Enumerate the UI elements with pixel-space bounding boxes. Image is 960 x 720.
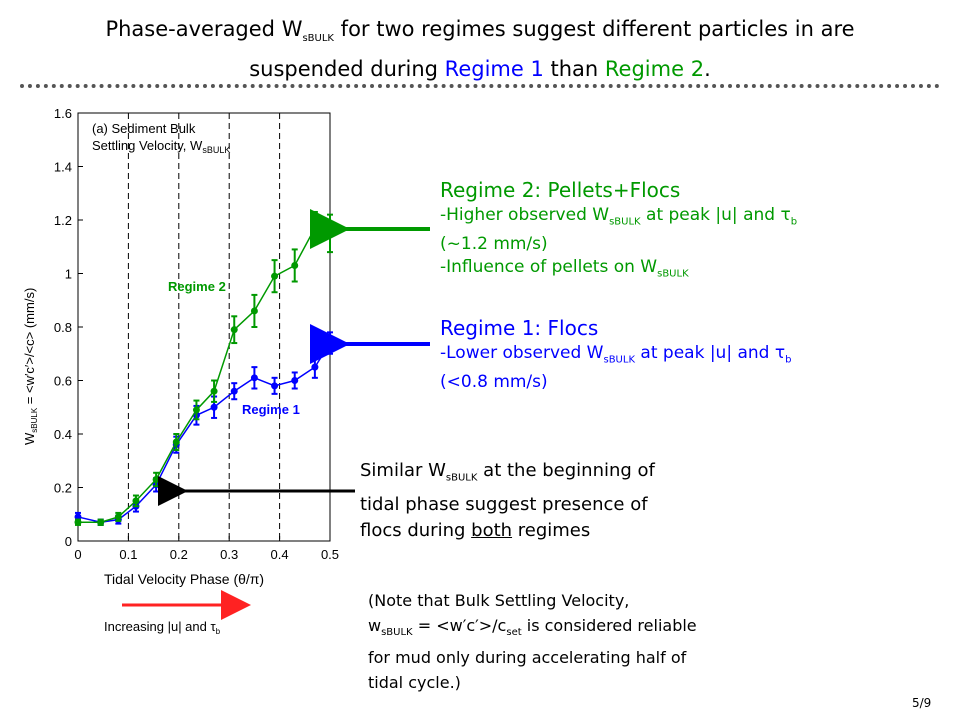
y-tick-label: 0.8 bbox=[54, 320, 72, 335]
regime2-point bbox=[152, 475, 160, 483]
regime2-annotation: Regime 2: Pellets+Flocs -Higher observed… bbox=[440, 176, 797, 286]
title-line-2: suspended during Regime 1 than Regime 2. bbox=[249, 57, 711, 82]
similar-line-3: flocs during both regimes bbox=[360, 519, 591, 541]
regime2-series-line bbox=[78, 227, 331, 524]
note-line-1: (Note that Bulk Settling Velocity, bbox=[368, 591, 630, 610]
x-tick-label: 0.2 bbox=[170, 547, 188, 562]
regime1-point bbox=[230, 387, 238, 395]
note-line-3: for mud only during accelerating half of bbox=[368, 648, 687, 668]
y-tick-label: 0.4 bbox=[54, 427, 72, 442]
x-axis-label: Tidal Velocity Phase (θ/π) bbox=[104, 571, 264, 587]
regime1-point bbox=[271, 382, 279, 390]
regime2-point bbox=[172, 438, 180, 446]
regime2-point bbox=[271, 272, 279, 280]
plot-frame bbox=[77, 112, 331, 542]
y-tick-label: 0 bbox=[65, 534, 72, 549]
note-line-2: wsBULK = <w′c′>/cset is considered relia… bbox=[368, 616, 697, 639]
regime2-point bbox=[74, 518, 82, 526]
regime1-line-2: (<0.8 mm/s) bbox=[440, 372, 548, 393]
x-tick-label: 0.5 bbox=[321, 547, 339, 562]
regime2-point bbox=[114, 513, 122, 521]
y-tick-label: 0.2 bbox=[54, 481, 72, 496]
x-tick-label: 0.1 bbox=[119, 547, 137, 562]
x-tick-label: 0 bbox=[74, 547, 81, 562]
x-tick-label: 0.3 bbox=[220, 547, 238, 562]
regime2-point bbox=[250, 307, 258, 315]
regime1-series-line bbox=[77, 342, 331, 524]
regime1-point bbox=[326, 339, 334, 347]
regime2-point bbox=[311, 224, 319, 232]
chart-title-line-2: Settling Velocity, WsBULK bbox=[92, 138, 230, 155]
regime1-annotation: Regime 1: Flocs -Lower observed WsBULK a… bbox=[440, 314, 791, 394]
regime2-point bbox=[291, 261, 299, 269]
regime2-label: Regime 2 bbox=[168, 279, 226, 294]
chart-title-line-1: (a) Sediment Bulk bbox=[92, 121, 196, 136]
regime2-point bbox=[210, 387, 218, 395]
regime2-point bbox=[326, 229, 334, 237]
y-axis-label: WsBULK = <w′c′>/<c> (mm/s) bbox=[22, 288, 39, 445]
regime2-line-1: -Higher observed WsBULK at peak |u| and … bbox=[440, 205, 798, 228]
dotted-divider bbox=[20, 84, 940, 88]
slide-title: Phase-averaged WsBULK for two regimes su… bbox=[20, 14, 940, 84]
y-tick-label: 1.2 bbox=[54, 213, 72, 228]
regime1-point bbox=[311, 363, 319, 371]
increasing-label: Increasing |u| and τb bbox=[104, 619, 221, 636]
regime2-heading: Regime 2: Pellets+Flocs bbox=[440, 178, 681, 202]
x-tick-label: 0.4 bbox=[271, 547, 289, 562]
y-tick-label: 1.6 bbox=[54, 106, 72, 121]
regime1-point bbox=[210, 403, 218, 411]
regime1-line-1: -Lower observed WsBULK at peak |u| and τ… bbox=[440, 343, 792, 366]
note-line-4: tidal cycle.) bbox=[368, 673, 461, 693]
regime2-point bbox=[97, 518, 105, 526]
regime2-point bbox=[192, 406, 200, 414]
y-tick-label: 1.4 bbox=[54, 160, 72, 175]
similar-line-1: Similar WsBULK at the beginning of bbox=[360, 460, 655, 484]
page-number: 5/9 bbox=[912, 696, 932, 710]
regime2-line-3: -Influence of pellets on WsBULK bbox=[440, 257, 689, 280]
reliability-note: (Note that Bulk Settling Velocity, wsBUL… bbox=[368, 588, 728, 695]
similar-annotation: Similar WsBULK at the beginning of tidal… bbox=[360, 458, 720, 544]
y-tick-label: 0.6 bbox=[54, 374, 72, 389]
regime2-point bbox=[230, 326, 238, 334]
title-line-1: Phase-averaged WsBULK for two regimes su… bbox=[105, 17, 855, 45]
regime2-point bbox=[132, 497, 140, 505]
regime1-point bbox=[250, 374, 258, 382]
regime1-point bbox=[291, 377, 299, 384]
similar-line-2: tidal phase suggest presence of bbox=[360, 493, 648, 515]
regime1-label: Regime 1 bbox=[242, 402, 300, 417]
regime1-heading: Regime 1: Flocs bbox=[440, 316, 599, 340]
y-tick-label: 1 bbox=[65, 267, 72, 282]
regime2-line-2: (~1.2 mm/s) bbox=[440, 234, 548, 255]
